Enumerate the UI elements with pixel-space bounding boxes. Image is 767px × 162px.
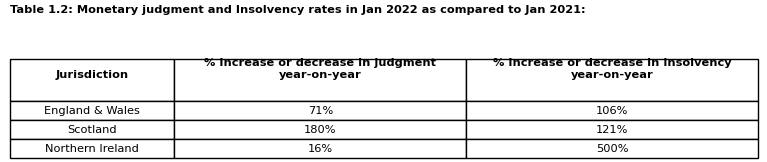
Text: Table 1.2: Monetary judgment and Insolvency rates in Jan 2022 as compared to Jan: Table 1.2: Monetary judgment and Insolve… [10, 5, 585, 15]
